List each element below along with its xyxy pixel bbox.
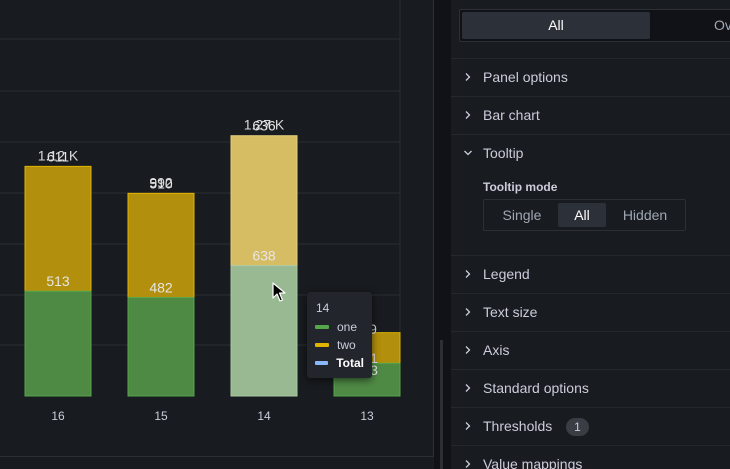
section-label: Legend bbox=[483, 266, 530, 282]
x-tick-label: 13 bbox=[360, 409, 374, 423]
tooltip-mode-hidden[interactable]: Hidden bbox=[622, 207, 668, 223]
value-label-two: 611 bbox=[47, 148, 70, 164]
chevron-right-icon bbox=[465, 270, 471, 278]
tooltip-title: 14 bbox=[316, 301, 330, 315]
options-pane: All Ov Panel options Bar chart Tooltip T… bbox=[451, 0, 730, 469]
mouse-pointer-icon bbox=[272, 282, 286, 302]
section-tooltip[interactable]: Tooltip bbox=[451, 134, 730, 172]
section-text-size[interactable]: Text size bbox=[451, 293, 730, 331]
options-tab-group: All Ov bbox=[459, 9, 730, 42]
value-label-one: 638 bbox=[252, 248, 276, 264]
panel-border bbox=[433, 0, 434, 457]
bar-two bbox=[24, 165, 92, 292]
bar-one bbox=[24, 290, 92, 397]
section-axis[interactable]: Axis bbox=[451, 331, 730, 369]
panel-border bbox=[0, 456, 434, 457]
chevron-down-icon bbox=[464, 150, 472, 156]
tooltip-series-name: one bbox=[337, 320, 358, 334]
tooltip-mode-radio-group: Single All Hidden bbox=[483, 199, 686, 231]
section-legend[interactable]: Legend bbox=[451, 255, 730, 293]
tooltip-row: two bbox=[315, 336, 364, 354]
value-label-one: 3 bbox=[370, 362, 378, 378]
value-label-two: 1 bbox=[370, 350, 378, 366]
bar-one bbox=[230, 265, 298, 397]
value-label-total: 992 bbox=[149, 174, 173, 190]
section-label: Value mappings bbox=[483, 456, 583, 469]
value-label-one: 482 bbox=[149, 280, 173, 296]
chart-panel: 1.12 K 611 513 16 992 510 482 15 1.27 K 636 638 14 1… bbox=[0, 0, 434, 469]
chevron-right-icon bbox=[465, 73, 471, 81]
pane-splitter[interactable] bbox=[440, 340, 443, 469]
tooltip-series-name: Total bbox=[336, 356, 364, 370]
chevron-right-icon bbox=[465, 460, 471, 468]
x-tick-label: 16 bbox=[51, 409, 65, 423]
section-bar-chart[interactable]: Bar chart bbox=[451, 96, 730, 134]
bar-one bbox=[127, 297, 195, 397]
tooltip-row: Total bbox=[315, 354, 364, 372]
bar-two bbox=[230, 135, 298, 267]
section-panel-options[interactable]: Panel options bbox=[451, 58, 730, 96]
value-label-two: 636 bbox=[252, 118, 276, 134]
chevron-right-icon bbox=[465, 111, 471, 119]
tab-overrides[interactable]: Ov bbox=[714, 17, 730, 33]
value-label-one: 513 bbox=[46, 273, 70, 289]
value-label-two: 510 bbox=[149, 175, 173, 191]
tab-all[interactable]: All bbox=[462, 12, 650, 39]
value-label-total: 1.12 K bbox=[38, 147, 79, 163]
chevron-right-icon bbox=[465, 308, 471, 316]
section-value-mappings[interactable]: Value mappings bbox=[451, 445, 730, 469]
tooltip-row: one bbox=[315, 318, 364, 336]
section-label: Panel options bbox=[483, 69, 568, 85]
series-swatch bbox=[315, 325, 329, 329]
value-label-total: 9 bbox=[369, 321, 377, 337]
section-label: Thresholds bbox=[483, 418, 553, 434]
thresholds-count-badge: 1 bbox=[566, 418, 589, 436]
chart-tooltip: 14 one two Total bbox=[307, 292, 372, 378]
value-label-total: 1.27 K bbox=[244, 117, 285, 133]
section-label: Tooltip bbox=[483, 145, 524, 161]
chevron-right-icon bbox=[465, 384, 471, 392]
x-tick-label: 14 bbox=[257, 409, 271, 423]
tooltip-mode-single[interactable]: Single bbox=[502, 207, 542, 223]
section-thresholds[interactable]: Thresholds 1 bbox=[451, 407, 730, 445]
section-label: Standard options bbox=[483, 380, 589, 396]
section-label: Axis bbox=[483, 342, 510, 358]
x-tick-label: 15 bbox=[154, 409, 168, 423]
tooltip-mode-label: Tooltip mode bbox=[483, 180, 558, 194]
section-standard-options[interactable]: Standard options bbox=[451, 369, 730, 407]
series-swatch bbox=[315, 343, 329, 347]
tooltip-series-name: two bbox=[337, 338, 356, 352]
tooltip-mode-all[interactable]: All bbox=[558, 203, 606, 227]
bar-two bbox=[127, 192, 195, 299]
section-label: Bar chart bbox=[483, 107, 540, 123]
section-label: Text size bbox=[483, 304, 538, 320]
series-swatch bbox=[315, 361, 329, 365]
chevron-right-icon bbox=[465, 422, 471, 430]
chevron-right-icon bbox=[465, 346, 471, 354]
